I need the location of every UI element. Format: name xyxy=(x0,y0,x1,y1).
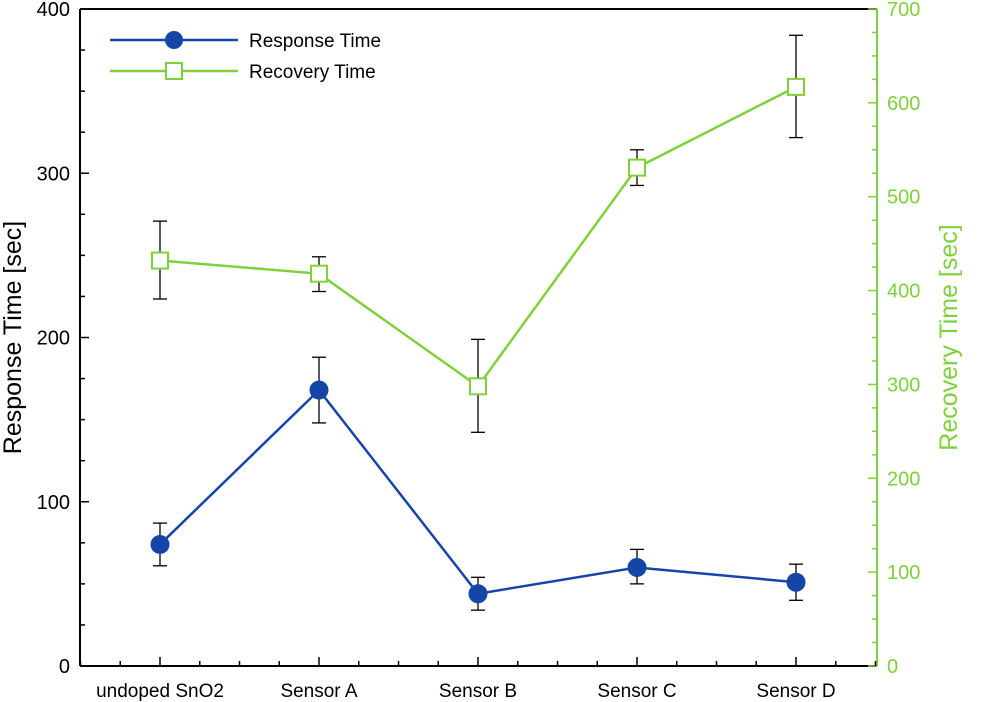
right-tick-label: 600 xyxy=(887,93,920,115)
right-tick-label: 100 xyxy=(887,562,920,584)
category-label: Sensor A xyxy=(280,681,357,702)
labels: 0 100 200 300 400 0 100 200 300 400 500 600 700 undop… xyxy=(0,0,963,702)
recovery-time-point xyxy=(151,251,169,270)
error-bars xyxy=(153,34,803,611)
legend: Response Time Recovery Time xyxy=(110,31,381,83)
right-tick-label: 500 xyxy=(887,187,920,209)
legend-marker-response-time xyxy=(165,31,183,49)
recovery-time-point xyxy=(310,264,328,283)
response-time-point xyxy=(468,584,488,604)
response-time-point xyxy=(309,380,329,400)
legend-marker-recovery-time xyxy=(165,62,183,80)
category-label: Sensor C xyxy=(597,681,676,702)
right-tick-label: 400 xyxy=(887,281,920,303)
category-label: undoped SnO2 xyxy=(96,681,224,702)
response-time-point xyxy=(627,557,647,577)
legend-label-response-time: Response Time xyxy=(249,31,381,52)
right-tick-label: 700 xyxy=(887,0,920,21)
left-tick-label: 0 xyxy=(59,656,70,678)
right-tick-label: 200 xyxy=(887,468,920,490)
right-tick-label: 0 xyxy=(887,656,898,678)
legend-label-recovery-time: Recovery Time xyxy=(249,62,376,83)
recovery-time-point xyxy=(787,77,805,96)
recovery-time-point xyxy=(628,158,646,177)
category-label: Sensor D xyxy=(756,681,835,702)
category-label: Sensor B xyxy=(439,681,517,702)
right-axis-title: Recovery Time [sec] xyxy=(935,224,963,450)
left-tick-label: 200 xyxy=(37,328,70,350)
ticks xyxy=(79,8,877,667)
left-axis-title: Response Time [sec] xyxy=(0,221,27,454)
right-tick-label: 300 xyxy=(887,374,920,396)
response-time-point xyxy=(786,572,806,592)
response-time-point xyxy=(150,534,170,554)
left-tick-label: 300 xyxy=(37,163,70,185)
left-tick-label: 100 xyxy=(37,492,70,514)
markers xyxy=(150,77,806,604)
left-tick-label: 400 xyxy=(37,0,70,21)
recovery-time-point xyxy=(469,377,487,396)
